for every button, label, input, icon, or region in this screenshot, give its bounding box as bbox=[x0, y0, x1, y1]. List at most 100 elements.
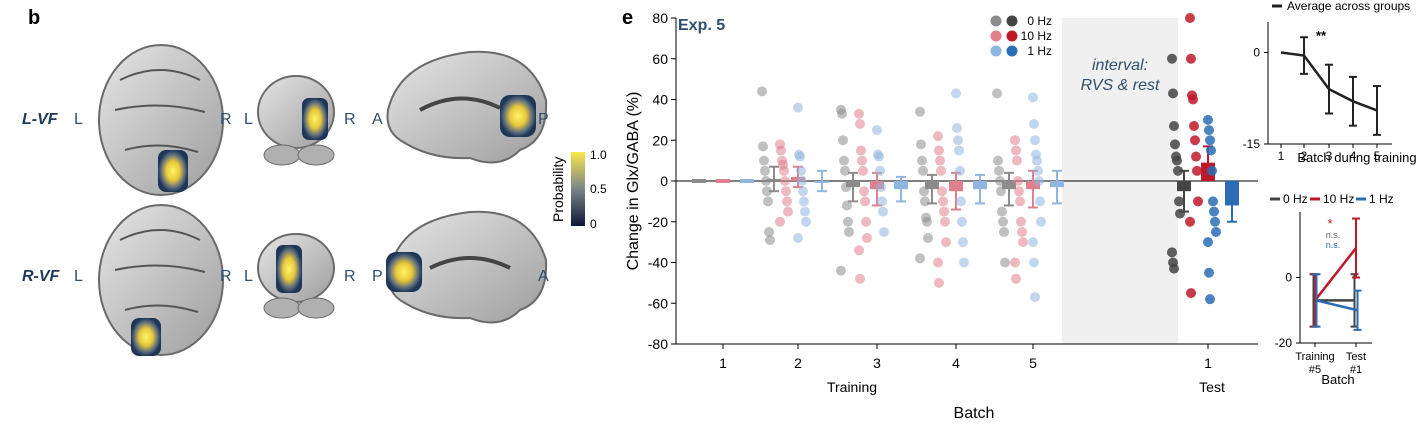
x-tick-label: 2 bbox=[1301, 149, 1308, 163]
x-tick-label: 4 bbox=[952, 355, 960, 371]
data-point bbox=[1014, 186, 1024, 197]
annotation-ns-0hz: n.s. bbox=[1326, 230, 1341, 240]
data-point bbox=[796, 165, 806, 176]
data-point bbox=[1186, 53, 1196, 64]
y-tick-label: 0 bbox=[660, 173, 668, 189]
data-point bbox=[861, 216, 871, 227]
cerebellum-right bbox=[297, 297, 335, 319]
group-label-test: Test bbox=[1199, 379, 1225, 395]
axial-gyri bbox=[114, 69, 206, 153]
data-point bbox=[760, 165, 770, 176]
condition-label-rvf: R-VF bbox=[22, 268, 61, 285]
legend-swatch-light bbox=[990, 45, 1002, 57]
x-tick-label: 4 bbox=[1350, 149, 1357, 163]
data-point bbox=[1029, 257, 1039, 268]
x-tick-label: #1 bbox=[1350, 364, 1362, 376]
x-axis-title: Batch bbox=[954, 405, 995, 422]
data-point bbox=[934, 277, 944, 288]
colorbar-tick-max: 1.0 bbox=[590, 148, 607, 162]
main-chart: interval: RVS & rest Exp. 5 Training Tes… bbox=[625, 10, 1258, 422]
data-point bbox=[1167, 53, 1177, 64]
data-point bbox=[1010, 135, 1020, 146]
colorbar-title: Probability bbox=[550, 157, 566, 222]
data-point bbox=[855, 273, 865, 284]
data-point bbox=[776, 145, 786, 156]
legend-label: 1 Hz bbox=[1369, 192, 1394, 206]
data-point bbox=[994, 165, 1004, 176]
data-point bbox=[1188, 94, 1198, 105]
series-line bbox=[1314, 247, 1357, 302]
data-point bbox=[936, 165, 946, 176]
row-rvf: R-VF L R L R P A bbox=[22, 204, 549, 356]
data-point bbox=[1204, 125, 1214, 136]
data-point bbox=[1170, 139, 1180, 150]
legend-label: 0 Hz bbox=[1027, 14, 1052, 28]
data-point bbox=[1206, 145, 1216, 156]
coronal-left-label: L bbox=[244, 111, 253, 128]
sagittal-posterior-label: P bbox=[372, 268, 383, 285]
data-point bbox=[938, 196, 948, 207]
x-tick-label: 5 bbox=[1029, 355, 1037, 371]
data-point bbox=[1011, 145, 1021, 156]
average-chart: Average across groups Batch during train… bbox=[1243, 0, 1417, 165]
corpus-callosum bbox=[429, 256, 511, 270]
axial-gyri bbox=[114, 229, 206, 313]
data-point bbox=[940, 216, 950, 227]
data-point bbox=[1017, 226, 1027, 237]
data-point bbox=[993, 155, 1003, 166]
data-point bbox=[1189, 120, 1199, 131]
colorbar-tick-mid: 0.5 bbox=[590, 182, 607, 196]
avg-x-axis-title: Batch during training bbox=[1297, 150, 1416, 165]
roi-probability-map bbox=[302, 98, 328, 140]
data-point bbox=[781, 186, 791, 197]
data-point bbox=[1174, 196, 1184, 207]
y-tick-label: -80 bbox=[648, 336, 668, 352]
x-tick-label: 3 bbox=[1326, 149, 1333, 163]
group-label-training: Training bbox=[827, 379, 877, 395]
data-point bbox=[759, 155, 769, 166]
data-point bbox=[922, 216, 932, 227]
y-tick-label: 20 bbox=[652, 132, 668, 148]
roi-probability-map bbox=[386, 252, 422, 292]
data-point bbox=[872, 125, 882, 136]
coronal-left-label: L bbox=[244, 268, 253, 285]
data-point bbox=[854, 108, 864, 119]
axial-right-label: R bbox=[220, 268, 232, 285]
data-point bbox=[761, 176, 771, 186]
x-tick-label: #5 bbox=[1309, 364, 1321, 376]
data-point bbox=[765, 235, 775, 246]
roi-probability-map bbox=[276, 245, 302, 293]
axial-left-label: L bbox=[74, 111, 83, 128]
data-point bbox=[1208, 196, 1218, 207]
data-point bbox=[997, 206, 1007, 217]
axial-right-label: R bbox=[220, 111, 232, 128]
data-point bbox=[800, 206, 810, 217]
data-point bbox=[843, 216, 853, 227]
roi-probability-map bbox=[158, 150, 188, 192]
data-point bbox=[1190, 135, 1200, 146]
data-point bbox=[1033, 165, 1043, 176]
data-point bbox=[1207, 165, 1217, 176]
sagittal-posterior-label: P bbox=[538, 111, 549, 128]
data-point bbox=[1185, 216, 1195, 227]
data-point bbox=[1036, 216, 1046, 227]
data-point bbox=[1205, 294, 1215, 305]
data-point bbox=[836, 265, 846, 276]
data-point bbox=[857, 155, 867, 166]
data-point bbox=[1018, 237, 1028, 248]
data-point bbox=[1167, 247, 1177, 258]
roi-probability-map bbox=[500, 95, 536, 137]
data-point bbox=[958, 237, 968, 248]
data-point bbox=[840, 165, 850, 176]
data-point bbox=[1203, 114, 1213, 125]
data-point bbox=[1204, 267, 1214, 278]
data-point bbox=[1015, 196, 1025, 207]
data-point bbox=[844, 226, 854, 237]
y-tick-label: 0 bbox=[1253, 46, 1260, 60]
data-point bbox=[999, 226, 1009, 237]
legend-label: 1 Hz bbox=[1027, 44, 1052, 58]
data-point bbox=[795, 151, 805, 162]
